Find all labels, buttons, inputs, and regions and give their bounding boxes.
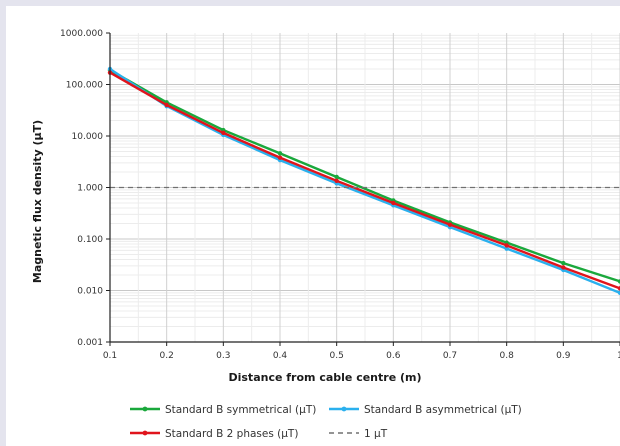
x-tick-label: 1 <box>617 351 620 361</box>
y-tick-label: 10.000 <box>72 132 104 142</box>
labels-layer: 0.001 0.010 0.100 1.000 10.000 100.000 1000.00… <box>31 29 620 384</box>
series-0-point <box>617 279 620 284</box>
legend-marker <box>341 406 347 412</box>
x-tick-label: 0.1 <box>103 351 117 361</box>
legend-label: Standard B symmetrical (µT) <box>165 404 316 416</box>
x-tick-label: 0.5 <box>330 351 344 361</box>
legend-label: 1 µT <box>364 428 388 440</box>
y-tick-label: 0.010 <box>77 287 103 297</box>
series-2-point <box>221 130 226 136</box>
series-1-point <box>617 290 620 296</box>
y-tick-label: 100.000 <box>66 81 103 91</box>
magnetic-flux-chart: 0.001 0.010 0.100 1.000 10.000 100.000 1000.00… <box>31 29 620 440</box>
series-0-point <box>561 260 566 266</box>
series-2-point <box>164 102 169 108</box>
axes-layer <box>106 32 620 346</box>
x-tick-label: 0.7 <box>443 351 457 361</box>
series-2-point <box>447 222 453 227</box>
legend: Standard B symmetrical (µT) Standard B as… <box>130 404 522 440</box>
legend-item-0: Standard B symmetrical (µT) <box>130 404 316 416</box>
x-tick-label: 0.6 <box>386 351 401 361</box>
series-line-1 <box>109 67 620 295</box>
series-0-point <box>277 151 283 156</box>
y-tick-label: 1000.000 <box>60 29 103 39</box>
x-tick-label: 0.3 <box>216 351 230 361</box>
series-2-point <box>561 265 566 270</box>
series-2-point <box>617 286 620 291</box>
x-axis-title: Distance from cable centre (m) <box>228 371 421 384</box>
x-tick-label: 0.8 <box>500 351 515 361</box>
legend-item-1: Standard B asymmetrical (µT) <box>329 404 522 416</box>
series-2-point <box>504 243 509 248</box>
y-axis-title: Magnetic flux density (µT) <box>31 120 44 283</box>
legend-label: Standard B asymmetrical (µT) <box>364 404 522 416</box>
legend-item-2: Standard B 2 phases (µT) <box>130 428 298 440</box>
x-tick-label: 0.2 <box>160 351 174 361</box>
chart-panel: 0.001 0.010 0.100 1.000 10.000 100.000 1000.00… <box>6 6 620 446</box>
grid-layer <box>109 33 620 343</box>
legend-item-3: 1 µT <box>329 428 388 440</box>
x-tick-label: 0.4 <box>273 351 288 361</box>
series-1-point <box>504 246 509 251</box>
series-2-point <box>391 200 396 206</box>
legend-marker <box>142 430 148 436</box>
series-line-0 <box>109 69 620 283</box>
series-2-point <box>334 178 339 183</box>
y-tick-label: 1.000 <box>77 184 103 194</box>
series-0-point <box>334 174 339 180</box>
y-tick-label: 0.001 <box>77 338 103 348</box>
y-tick-label: 0.100 <box>77 235 103 245</box>
series-2-point <box>277 155 283 160</box>
series-layer <box>107 66 620 296</box>
legend-marker <box>142 406 148 412</box>
legend-label: Standard B 2 phases (µT) <box>165 428 298 440</box>
series-line-2 <box>109 71 620 290</box>
x-tick-label: 0.9 <box>556 351 571 361</box>
